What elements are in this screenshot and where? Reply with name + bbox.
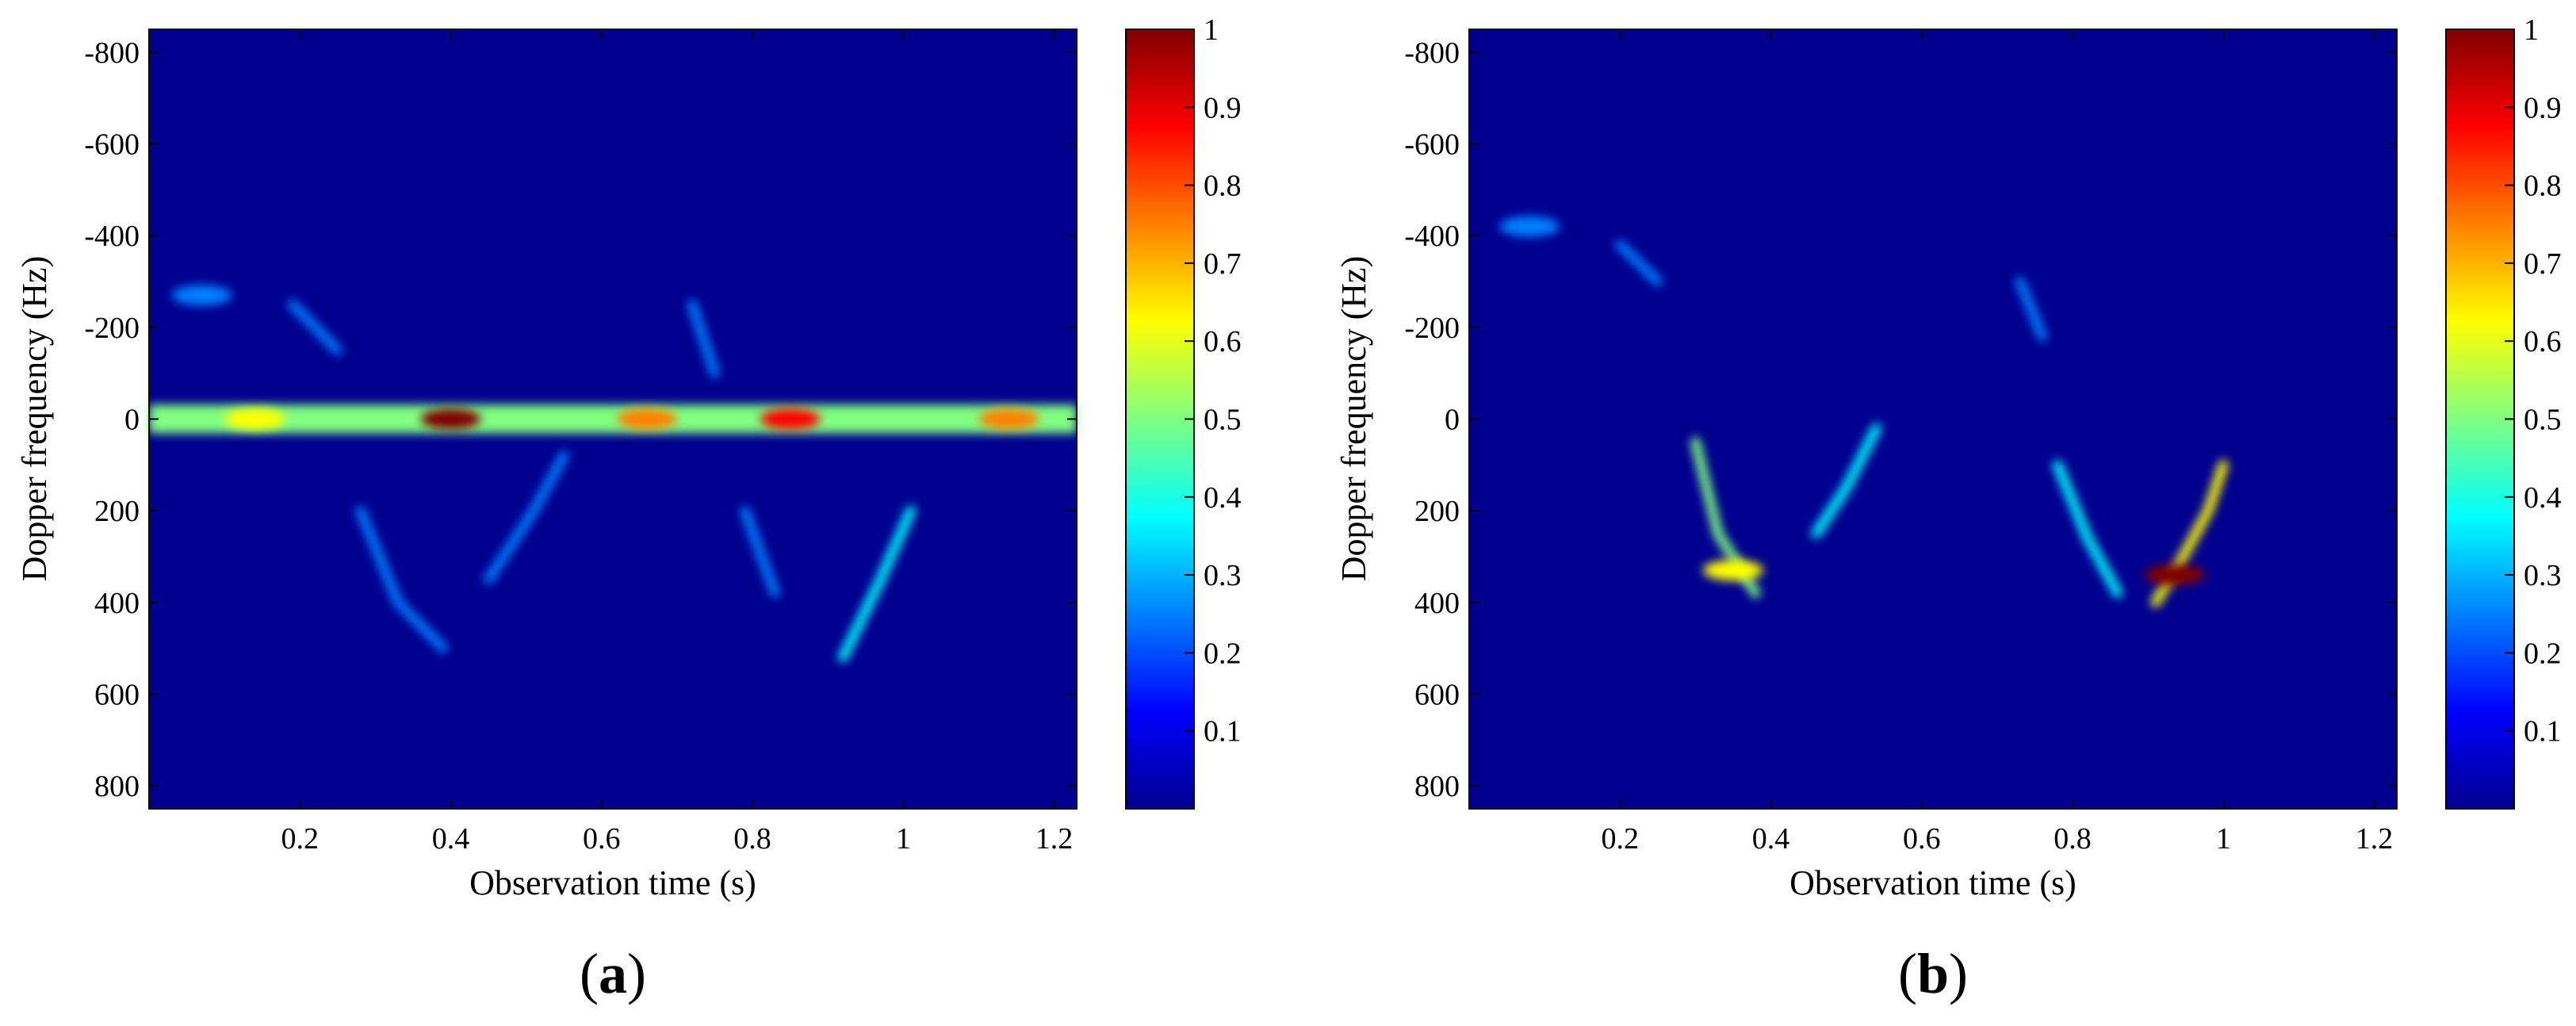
x-axis-label-b: Observation time (s)	[1789, 863, 2076, 902]
heatmap-blob	[171, 285, 232, 306]
colorbar-tick-label: 0.2	[2524, 637, 2562, 670]
panel-label-b: (b)	[1898, 942, 1968, 1005]
colorbar-tick-label: 0.8	[2524, 170, 2562, 203]
x-tick-label: 0.8	[733, 822, 771, 856]
panel-a: 0.2 0.4 0.6 0.8 1 1.2 -800 -600 -400 -200 0 200 400…	[15, 13, 1242, 1005]
heatmap-blob	[420, 408, 481, 430]
y-ticks-a: -800 -600 -400 -200 0 200 400 600 800	[84, 36, 1077, 803]
heatmap-band	[149, 404, 1077, 434]
x-tick-label: 1.2	[2356, 822, 2394, 856]
colorbar-tick-label: 0.4	[1204, 481, 1242, 515]
x-tick-label: 1	[896, 822, 911, 856]
y-tick-label: -600	[1404, 128, 1460, 162]
x-tick-label: 0.2	[281, 822, 319, 856]
heatmap-blob	[978, 408, 1039, 430]
svg-text:(b): (b)	[1898, 942, 1968, 1005]
y-tick-label: 400	[1414, 587, 1460, 620]
y-tick-label: 800	[1414, 770, 1460, 803]
colorbar-tick-label: 0.1	[2524, 715, 2562, 748]
x-tick-label: 0.4	[1752, 822, 1790, 856]
colorbar-tick-label: 0.5	[1204, 404, 1242, 437]
x-tick-label: 1	[2216, 822, 2231, 856]
svg-text:(a): (a)	[580, 942, 646, 1005]
colorbar-tick-label: 0.6	[1204, 325, 1242, 358]
heatmap-ridge	[1811, 423, 1881, 539]
colorbar-tick-label: 0.4	[2524, 481, 2562, 515]
heatmap-ridge	[1615, 239, 1663, 287]
y-axis-label-b: Dopper frequency (Hz)	[1334, 256, 1373, 581]
heatmap-blob	[2144, 565, 2205, 586]
colorbar-tick-label: 1	[2524, 13, 2539, 47]
x-ticks-b: 0.2 0.4 0.6 0.8 1 1.2	[1601, 29, 2393, 856]
colorbar-ticks-b: 0.1 0.2 0.3 0.4 0.5 0.6 0.7 0.8 0.9 1	[2505, 13, 2562, 748]
colorbar-tick-label: 1	[1204, 13, 1219, 47]
y-tick-label: 600	[1414, 678, 1460, 711]
heatmap-features-b	[1499, 216, 2229, 607]
heatmap-blob	[760, 408, 821, 430]
y-tick-label: 200	[1414, 495, 1460, 528]
y-tick-label: 600	[94, 678, 140, 711]
colorbar-tick-label: 0.5	[2524, 404, 2562, 437]
y-ticks-b: -800 -600 -400 -200 0 200 400 600 800	[1404, 36, 2397, 803]
y-tick-label: 200	[94, 495, 140, 528]
y-tick-label: -200	[1404, 312, 1460, 345]
y-tick-label: 800	[94, 770, 140, 803]
x-tick-label: 0.2	[1601, 822, 1639, 856]
colorbar-tick-label: 0.7	[2524, 247, 2562, 281]
y-axis-label-a: Dopper frequency (Hz)	[15, 256, 54, 581]
y-tick-label: -400	[1404, 220, 1460, 253]
y-tick-label: 0	[1445, 404, 1460, 437]
x-tick-label: 0.8	[2054, 822, 2092, 856]
plot-area-b	[1469, 29, 2397, 809]
y-tick-label: -800	[84, 36, 140, 70]
colorbar-tick-label: 0.1	[1204, 715, 1242, 748]
heatmap-blob	[1702, 560, 1763, 581]
heatmap-features-a	[149, 285, 1077, 663]
heatmap-ridge	[287, 299, 343, 355]
y-tick-label: -800	[1404, 36, 1460, 70]
heatmap-ridge	[838, 506, 916, 663]
heatmap-blob	[224, 408, 285, 430]
colorbar-tick-label: 0.9	[1204, 91, 1242, 124]
y-tick-label: -400	[84, 220, 140, 253]
y-tick-label: -200	[84, 312, 140, 345]
colorbar-b	[2446, 29, 2514, 809]
x-tick-label: 0.6	[1903, 822, 1941, 856]
heatmap-ridge	[355, 506, 448, 653]
y-tick-label: 0	[124, 404, 140, 437]
heatmap-ridge	[2015, 277, 2047, 342]
panel-label-a: (a)	[580, 942, 646, 1005]
x-tick-label: 0.4	[432, 822, 470, 856]
heatmap-blob	[616, 408, 677, 430]
heatmap-ridge	[484, 450, 569, 584]
y-tick-label: 400	[94, 587, 140, 620]
panel-b: 0.2 0.4 0.6 0.8 1 1.2 -800 -600 -400 -200 0 200 400…	[1334, 13, 2562, 1005]
colorbar-tick-label: 0.7	[1204, 247, 1242, 281]
y-tick-label: -600	[84, 128, 140, 162]
heatmap-ridge	[2052, 460, 2123, 599]
colorbar-ticks-a: 0.1 0.2 0.3 0.4 0.5 0.6 0.7 0.8 0.9 1	[1185, 13, 1242, 748]
colorbar-tick-label: 0.9	[2524, 91, 2562, 124]
colorbar-a	[1126, 29, 1194, 809]
x-tick-label: 0.6	[583, 822, 621, 856]
x-tick-label: 1.2	[1035, 822, 1074, 856]
x-ticks-a: 0.2 0.4 0.6 0.8 1 1.2	[281, 29, 1073, 856]
colorbar-tick-label: 0.2	[1204, 637, 1242, 670]
colorbar-tick-label: 0.6	[2524, 325, 2562, 358]
colorbar-tick-label: 0.3	[2524, 559, 2562, 592]
heatmap-ridge	[740, 506, 780, 599]
x-axis-label-a: Observation time (s)	[469, 863, 756, 902]
heatmap-ridge	[687, 299, 720, 378]
heatmap-blob	[1499, 216, 1560, 237]
colorbar-tick-label: 0.8	[1204, 170, 1242, 203]
colorbar-tick-label: 0.3	[1204, 559, 1242, 592]
